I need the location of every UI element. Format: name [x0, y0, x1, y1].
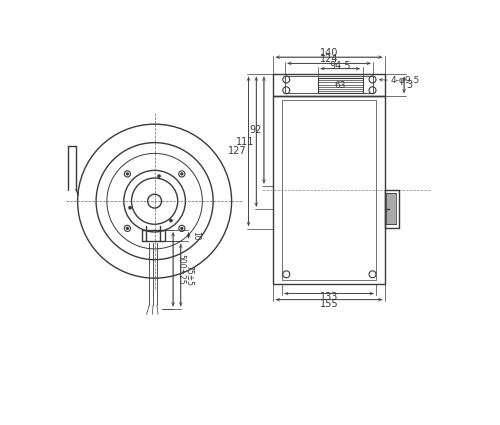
Text: 111: 111	[236, 137, 254, 147]
Text: 63: 63	[334, 81, 346, 90]
Circle shape	[170, 219, 172, 222]
Circle shape	[181, 173, 183, 175]
Text: 155: 155	[320, 298, 338, 309]
Text: 10: 10	[192, 231, 200, 240]
Bar	[273, 74, 385, 96]
Circle shape	[181, 227, 183, 230]
Text: 127: 127	[228, 146, 246, 156]
Bar	[142, 230, 166, 241]
Text: 4-φ9.5: 4-φ9.5	[390, 76, 420, 85]
Circle shape	[158, 175, 160, 177]
Text: 3: 3	[406, 80, 412, 90]
Text: 75±5: 75±5	[184, 265, 193, 286]
Bar	[386, 193, 396, 224]
Text: 133: 133	[320, 292, 338, 303]
Bar	[282, 99, 376, 280]
Bar	[284, 76, 374, 94]
Text: 92: 92	[250, 125, 262, 135]
Bar	[273, 96, 385, 284]
Bar	[318, 78, 362, 94]
Circle shape	[129, 207, 131, 209]
Circle shape	[126, 227, 128, 230]
Text: 500±25: 500±25	[176, 254, 185, 285]
Text: 140: 140	[320, 48, 338, 58]
Text: 124: 124	[320, 54, 338, 65]
Circle shape	[126, 173, 128, 175]
Text: 94.5: 94.5	[330, 61, 351, 71]
